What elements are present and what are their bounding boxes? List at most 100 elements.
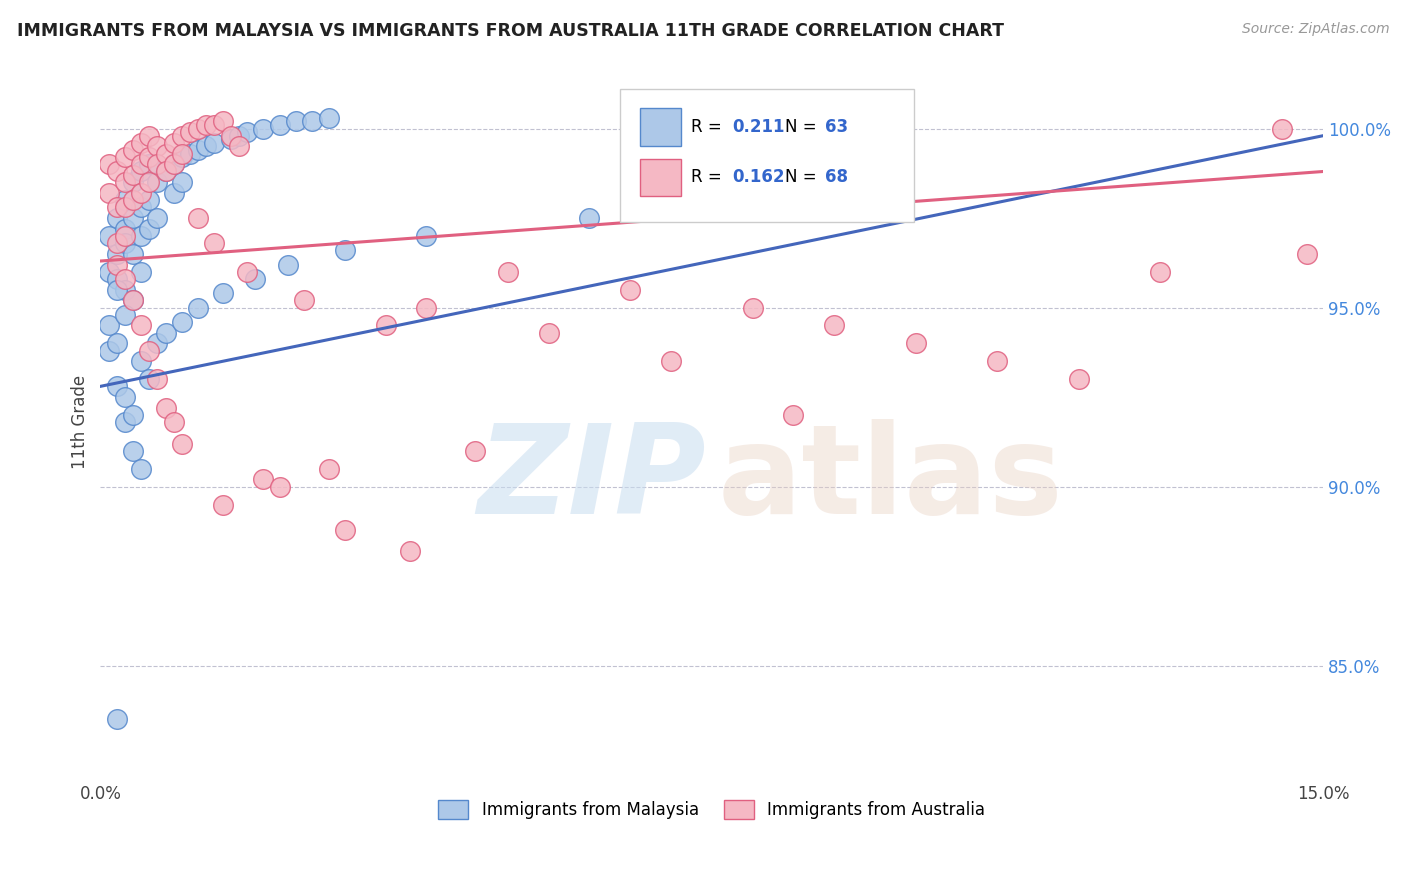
FancyBboxPatch shape <box>640 159 681 196</box>
Point <box>170 150 193 164</box>
Point <box>138 193 160 207</box>
Point <box>782 408 804 422</box>
Point <box>333 244 356 258</box>
Point <box>105 236 128 251</box>
Point <box>114 272 136 286</box>
Point <box>195 118 218 132</box>
Point <box>195 139 218 153</box>
Point <box>619 283 641 297</box>
Point <box>399 544 422 558</box>
Point <box>415 301 437 315</box>
Text: IMMIGRANTS FROM MALAYSIA VS IMMIGRANTS FROM AUSTRALIA 11TH GRADE CORRELATION CHA: IMMIGRANTS FROM MALAYSIA VS IMMIGRANTS F… <box>17 22 1004 40</box>
Point <box>659 354 682 368</box>
Point <box>122 408 145 422</box>
Point <box>114 150 136 164</box>
Point <box>170 146 193 161</box>
Text: atlas: atlas <box>718 419 1063 540</box>
Point <box>138 221 160 235</box>
Point <box>537 326 560 340</box>
Point <box>105 211 128 225</box>
Point <box>374 318 396 333</box>
Point <box>163 136 186 150</box>
Point <box>155 401 177 415</box>
Point <box>228 139 250 153</box>
Point <box>496 265 519 279</box>
Point <box>179 146 201 161</box>
Text: R =: R = <box>690 169 727 186</box>
Point <box>138 150 160 164</box>
Point <box>122 193 145 207</box>
Point <box>578 211 600 225</box>
Point <box>105 200 128 214</box>
Point <box>236 125 259 139</box>
Point <box>146 336 169 351</box>
Point <box>114 200 136 214</box>
Point <box>122 143 145 157</box>
Point <box>114 221 136 235</box>
Point <box>146 211 169 225</box>
Point <box>1067 372 1090 386</box>
Point <box>122 293 145 308</box>
Point <box>204 136 226 150</box>
Point <box>318 111 340 125</box>
Point <box>138 128 160 143</box>
Point <box>179 125 201 139</box>
Point <box>301 114 323 128</box>
Point <box>211 286 233 301</box>
Point <box>97 265 120 279</box>
Point <box>138 175 160 189</box>
FancyBboxPatch shape <box>620 89 914 221</box>
Point <box>138 372 160 386</box>
Point <box>105 272 128 286</box>
Point <box>105 283 128 297</box>
Point <box>163 415 186 429</box>
Point <box>129 354 152 368</box>
Point <box>114 415 136 429</box>
Point <box>122 211 145 225</box>
Point <box>211 114 233 128</box>
Point <box>187 121 209 136</box>
Point <box>105 258 128 272</box>
Point <box>97 318 120 333</box>
Point <box>105 247 128 261</box>
Point <box>129 136 152 150</box>
Point <box>252 473 274 487</box>
Point <box>114 390 136 404</box>
Text: N =: N = <box>785 169 823 186</box>
Point <box>129 461 152 475</box>
Point <box>163 186 186 200</box>
Point <box>1271 121 1294 136</box>
Point <box>1149 265 1171 279</box>
Point <box>211 498 233 512</box>
Point <box>97 157 120 171</box>
Point <box>129 186 152 200</box>
Point <box>122 175 145 189</box>
Point <box>129 200 152 214</box>
Point <box>219 132 242 146</box>
Text: 0.162: 0.162 <box>733 169 785 186</box>
Point <box>269 480 291 494</box>
Point <box>146 175 169 189</box>
Point <box>219 128 242 143</box>
Point <box>114 175 136 189</box>
Point <box>114 283 136 297</box>
Point <box>252 121 274 136</box>
Point <box>187 301 209 315</box>
Point <box>155 326 177 340</box>
Point <box>269 118 291 132</box>
Point <box>97 343 120 358</box>
Point <box>105 713 128 727</box>
Point <box>228 128 250 143</box>
Text: N =: N = <box>785 118 823 136</box>
Point <box>105 336 128 351</box>
Point <box>170 128 193 143</box>
Point <box>415 229 437 244</box>
Point <box>129 318 152 333</box>
Point <box>122 293 145 308</box>
Point <box>129 157 152 171</box>
Text: 68: 68 <box>825 169 848 186</box>
Point <box>97 186 120 200</box>
Point <box>155 164 177 178</box>
Point <box>129 229 152 244</box>
Point <box>138 343 160 358</box>
